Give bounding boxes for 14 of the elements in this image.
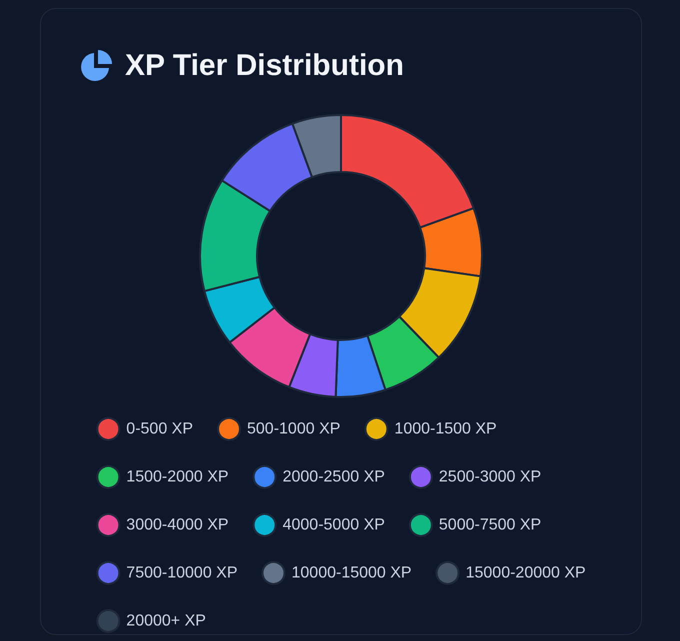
legend-label: 5000-7500 XP: [438, 516, 542, 534]
legend-label: 10000-15000 XP: [292, 564, 412, 582]
legend-label: 3000-4000 XP: [126, 516, 229, 534]
legend-label: 2500-3000 XP: [438, 468, 542, 486]
legend-label: 0-500 XP: [126, 420, 194, 438]
chart-title: XP Tier Distribution: [125, 49, 404, 83]
legend-label: 15000-20000 XP: [466, 564, 586, 582]
legend-label: 1000-1500 XP: [394, 420, 497, 438]
legend-label: 7500-10000 XP: [126, 564, 238, 582]
legend-label: 500-1000 XP: [247, 420, 340, 438]
legend-label: 2000-2500 XP: [282, 468, 385, 486]
legend-label: 4000-5000 XP: [282, 516, 385, 534]
legend-label: 20000+ XP: [126, 612, 206, 630]
legend-label: 1500-2000 XP: [126, 468, 229, 486]
